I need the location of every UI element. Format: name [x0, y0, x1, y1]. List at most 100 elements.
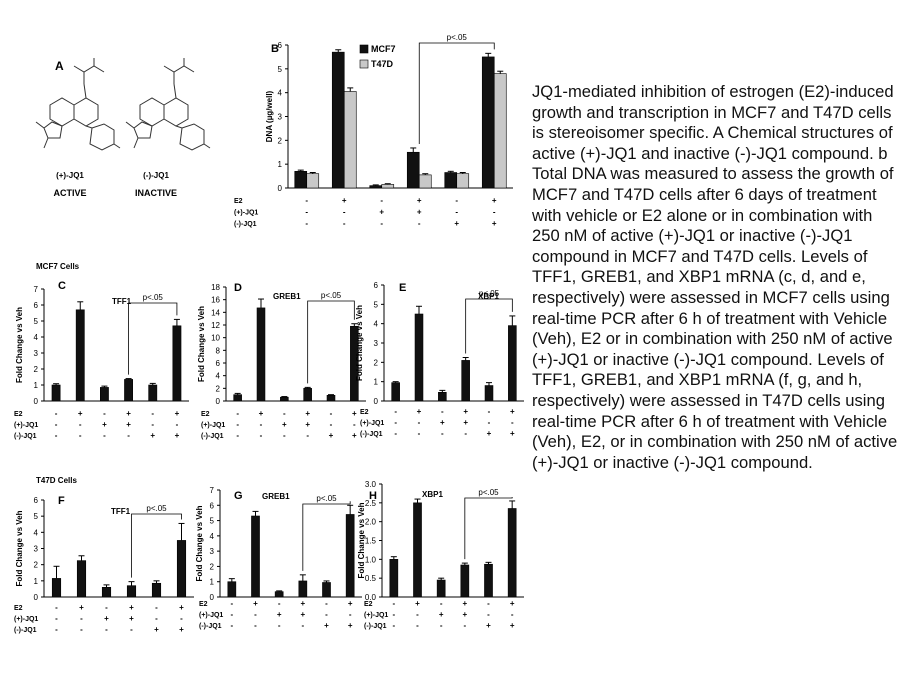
- bar-t47d: [456, 173, 470, 189]
- treatment-sign: +: [510, 599, 515, 608]
- y-tick-label: 0: [34, 397, 39, 406]
- significance-bracket: [418, 42, 495, 144]
- bar: [176, 540, 187, 598]
- y-tick-label: 14: [211, 308, 220, 317]
- section-label-t47d: T47D Cells: [36, 476, 77, 485]
- treatment-sign: -: [283, 409, 286, 418]
- treatment-row-label: E2: [199, 601, 208, 608]
- panel-letter: F: [58, 495, 65, 507]
- y-tick-label: 4: [34, 333, 39, 342]
- y-tick-label: 0: [278, 184, 283, 193]
- treatment-sign: +: [510, 429, 515, 438]
- treatment-sign: -: [464, 429, 467, 438]
- bar: [124, 379, 133, 402]
- bar: [436, 579, 446, 598]
- y-tick-label: 0: [374, 397, 379, 406]
- y-tick-label: 3: [210, 547, 215, 556]
- treatment-row-label: (-)-JQ1: [234, 221, 257, 228]
- panel-a-letter: A: [55, 59, 64, 73]
- treatment-sign: -: [55, 614, 58, 623]
- y-tick-label: 3: [34, 545, 39, 554]
- treatment-sign: -: [260, 431, 263, 440]
- bar-mcf7: [444, 172, 458, 189]
- bar-mcf7: [369, 185, 383, 189]
- y-tick-label: 10: [211, 334, 220, 343]
- treatment-sign: -: [130, 625, 133, 634]
- treatment-sign: -: [278, 599, 281, 608]
- y-tick-label: 2.0: [365, 518, 377, 527]
- treatment-sign: -: [230, 621, 233, 630]
- bar: [256, 307, 266, 402]
- y-tick-label: 0: [216, 397, 221, 406]
- treatment-sign: +: [277, 610, 282, 619]
- chart-panel-f: 0 1 2 3 4 5 6 Fold Change vs Veh F TFF1 p<.05 E2 - + -…: [14, 495, 194, 634]
- bar: [391, 382, 400, 402]
- y-axis-label: Fold Change vs Veh: [357, 502, 366, 578]
- bar: [75, 309, 85, 402]
- treatment-row-label: (+)-JQ1: [360, 420, 384, 427]
- chart-title: TFF1: [111, 507, 131, 516]
- treatment-row-label: (-)-JQ1: [364, 623, 387, 630]
- panel-letter: H: [369, 490, 377, 502]
- bar-t47d: [343, 91, 357, 189]
- treatment-sign: +: [492, 219, 497, 228]
- treatment-sign: -: [455, 196, 458, 205]
- bar-t47d: [381, 184, 395, 189]
- bar: [251, 515, 260, 598]
- treatment-sign: -: [79, 431, 82, 440]
- treatment-sign: -: [55, 409, 58, 418]
- bar: [280, 396, 289, 402]
- y-tick-label: 1: [374, 378, 379, 387]
- treatment-sign: +: [175, 431, 180, 440]
- y-tick-label: 1: [278, 160, 283, 169]
- y-tick-label: 2: [34, 365, 39, 374]
- treatment-sign: -: [236, 420, 239, 429]
- treatment-sign: +: [440, 418, 445, 427]
- treatment-sign: -: [392, 599, 395, 608]
- treatment-sign: +: [300, 599, 305, 608]
- y-tick-label: 0: [210, 593, 215, 602]
- treatment-row-label: E2: [364, 601, 373, 608]
- treatment-sign: -: [380, 219, 383, 228]
- bar: [151, 582, 162, 598]
- treatment-sign: -: [353, 420, 356, 429]
- treatment-sign: +: [462, 610, 467, 619]
- treatment-sign: -: [127, 431, 130, 440]
- treatment-sign: +: [417, 407, 422, 416]
- significance-bracket: [302, 501, 351, 571]
- bar: [298, 580, 308, 598]
- treatment-sign: +: [454, 219, 459, 228]
- treatment-sign: +: [439, 610, 444, 619]
- treatment-sign: -: [151, 420, 154, 429]
- treatment-sign: +: [104, 614, 109, 623]
- y-tick-label: 0.0: [365, 593, 377, 602]
- significance-bracket: [131, 513, 182, 578]
- significance-bracket: [128, 302, 178, 375]
- y-tick-label: 6: [374, 281, 379, 290]
- treatment-row-label: E2: [201, 411, 210, 418]
- treatment-sign: -: [488, 407, 491, 416]
- treatment-sign: -: [236, 409, 239, 418]
- y-tick-label: 6: [210, 501, 215, 510]
- treatment-sign: +: [463, 407, 468, 416]
- treatment-sign: -: [155, 614, 158, 623]
- treatment-sign: -: [349, 610, 352, 619]
- chart-title: XBP1: [478, 292, 499, 301]
- chart-panel-h: 0.0 0.5 1.0 1.5 2.0 2.5 3.0 Fold Change vs VehH…: [357, 480, 524, 630]
- treatment-sign: +: [154, 625, 159, 634]
- y-tick-label: 12: [211, 321, 220, 330]
- chart-panel-b: 0 1 2 3 4 5 6 DNA (µg/well) B MCF7 T47D p<.05 E2 - + - +…: [234, 33, 513, 228]
- legend-swatch: [359, 59, 369, 69]
- treatment-sign: -: [230, 599, 233, 608]
- bar-t47d: [306, 173, 320, 189]
- bar: [126, 585, 137, 598]
- y-tick-label: 3.0: [365, 480, 377, 489]
- treatment-sign: -: [440, 599, 443, 608]
- treatment-sign: -: [103, 409, 106, 418]
- treatment-sign: +: [305, 420, 310, 429]
- treatment-sign: +: [415, 599, 420, 608]
- treatment-sign: +: [417, 196, 422, 205]
- bar: [414, 313, 424, 402]
- treatment-sign: -: [487, 599, 490, 608]
